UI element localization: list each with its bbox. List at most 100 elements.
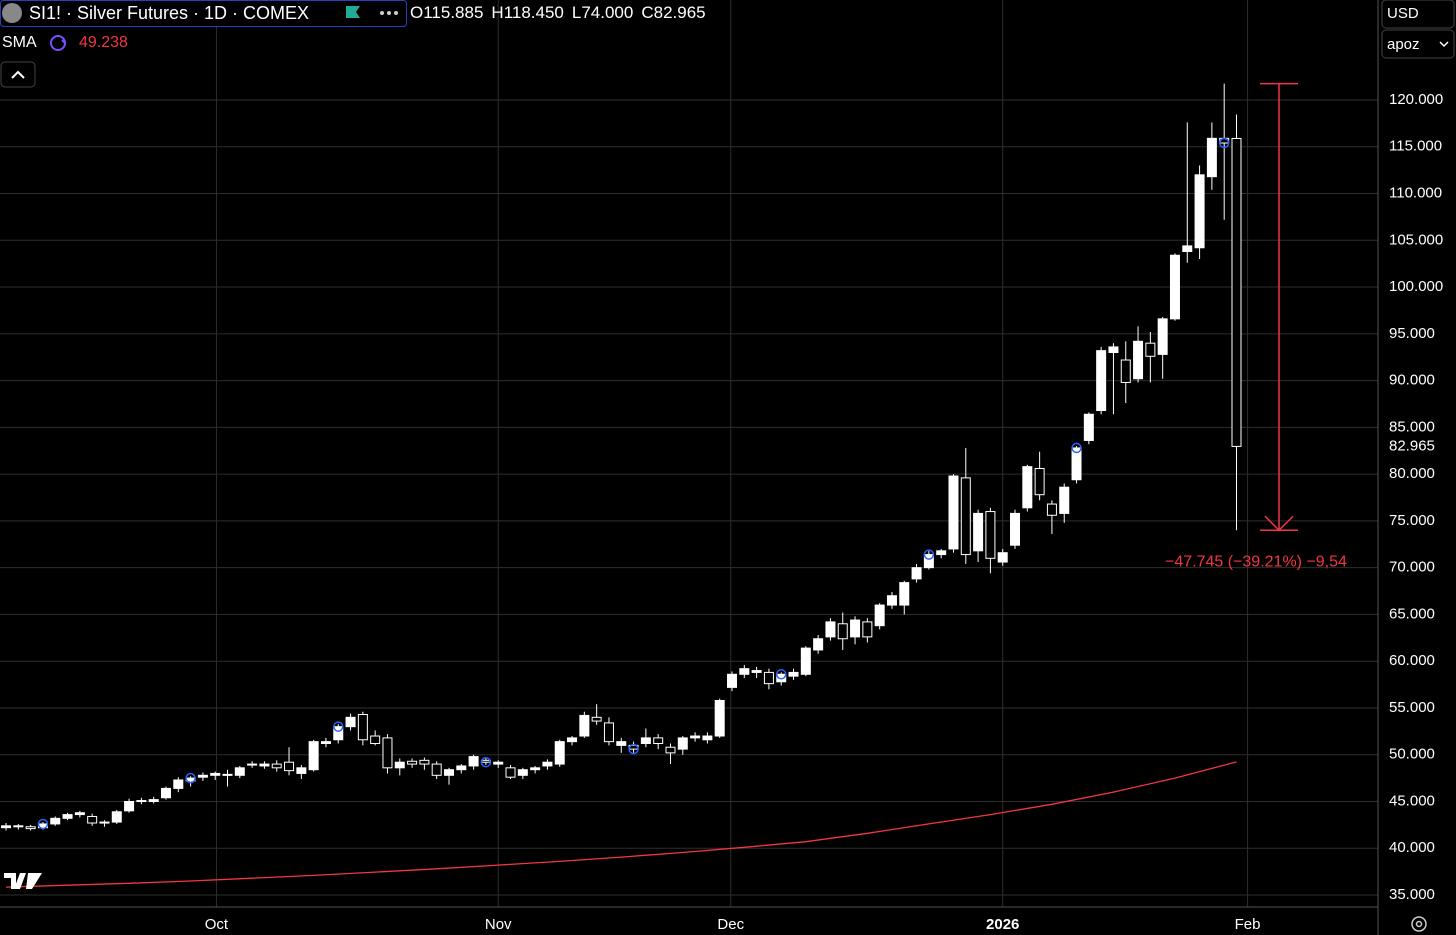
event-marker (185, 772, 196, 784)
dropdown-icon (1439, 41, 1449, 48)
y-tick-label: 55.000 (1389, 699, 1435, 716)
candle-body (603, 722, 614, 743)
candle-body (1, 825, 12, 829)
candle-body (259, 763, 270, 767)
candle-body (997, 552, 1008, 563)
candle-body (911, 567, 922, 580)
market-flag (346, 6, 360, 18)
y-tick-label: 110.000 (1389, 184, 1442, 201)
ohlc-value: H118.450 (491, 3, 563, 22)
candle-body (1145, 342, 1156, 357)
candle-body (530, 767, 541, 771)
y-tick-label: 105.000 (1389, 231, 1443, 248)
candle-body (751, 670, 762, 673)
x-tick-label: 2026 (986, 916, 1019, 933)
candle-body (1059, 486, 1070, 514)
settings-icon[interactable] (1411, 916, 1427, 932)
candle-body (813, 638, 824, 651)
currency-button[interactable] (1381, 0, 1455, 29)
candle-body (382, 737, 393, 769)
candle-body (99, 821, 110, 824)
candle-body (456, 765, 467, 771)
y-tick-label: 35.000 (1389, 886, 1435, 903)
y-tick-label: 85.000 (1389, 418, 1435, 435)
candle-body (345, 716, 356, 728)
candle-body (1071, 447, 1082, 481)
candle-body (271, 763, 282, 769)
candle-body (825, 621, 836, 638)
candle-body (480, 759, 491, 763)
y-tick-label: 100.000 (1389, 278, 1443, 295)
event-marker (775, 669, 787, 680)
ohlc-value: L74.000 (572, 3, 633, 22)
candle-body (1157, 318, 1168, 355)
candle-body (542, 761, 553, 767)
axes: 35.000 40.000 45.000 50.000 55.000 60.000 65.0… (205, 91, 1443, 933)
measure-arrow (1264, 515, 1294, 532)
grid (0, 0, 1378, 907)
tradingview-logo (4, 873, 42, 889)
event-marker (1218, 137, 1230, 149)
candle-body (714, 699, 725, 737)
candle-body (1083, 413, 1094, 441)
candle-body (1169, 254, 1180, 320)
candle-body (677, 737, 688, 750)
candle-body (1022, 466, 1033, 509)
candle-body (886, 595, 897, 606)
candle-body (727, 673, 738, 688)
candle-body (111, 811, 122, 823)
candle-body (505, 767, 516, 778)
candle-body (1046, 503, 1057, 516)
candle-body (837, 623, 848, 640)
more-button[interactable] (380, 11, 398, 15)
y-tick-label: 90.000 (1389, 372, 1435, 389)
candle-body (936, 550, 947, 556)
candle-body (1010, 512, 1021, 546)
candle-body (234, 767, 245, 776)
x-tick-label: Nov (485, 916, 512, 933)
collapse-button[interactable] (0, 61, 36, 88)
candle-body (899, 582, 910, 606)
event-marker (1071, 442, 1082, 454)
candle-body (1133, 340, 1144, 380)
candle-body (419, 759, 430, 765)
candle-body (850, 619, 861, 638)
candle-body (284, 761, 295, 772)
candle-body (62, 814, 73, 819)
y-tick-label: 120.000 (1389, 91, 1443, 108)
candle-body (923, 554, 934, 569)
indicator-icon (50, 35, 66, 51)
symbol-box[interactable] (0, 0, 407, 27)
candle-body (50, 817, 61, 825)
candle-body (13, 825, 24, 828)
event-marker (628, 743, 639, 755)
candle-body (370, 735, 381, 745)
candle-body (493, 761, 504, 765)
candle-body (616, 741, 627, 746)
candle-body (579, 714, 590, 737)
event-marker (37, 818, 49, 830)
candle-body (74, 812, 85, 816)
candle-body (320, 741, 331, 745)
x-tick-label: Dec (717, 916, 744, 933)
candle-body (394, 761, 405, 769)
candle-body (1120, 359, 1131, 383)
candle-body (554, 741, 565, 765)
ohlc-values: O115.885 H118.450 L74.000 C82.965 (410, 3, 706, 22)
candle-body (948, 475, 959, 550)
unit-button[interactable] (1381, 29, 1455, 59)
candle-body (1231, 137, 1242, 447)
candle-body (702, 735, 713, 741)
indicator-value: 49.238 (79, 34, 128, 51)
plot: −47.745 (−39.21%) −9,54 (1, 82, 1347, 888)
collapse-icon (11, 70, 25, 79)
candle-body (788, 671, 799, 677)
ohlc-value: O115.885 (410, 3, 483, 22)
candle-body (862, 621, 873, 638)
candle-body (690, 735, 701, 739)
candle-body (739, 668, 750, 675)
candle-body (25, 826, 36, 830)
currency: USD (1387, 5, 1419, 22)
y-tick-label: 75.000 (1389, 512, 1435, 529)
candle-body (960, 477, 971, 556)
